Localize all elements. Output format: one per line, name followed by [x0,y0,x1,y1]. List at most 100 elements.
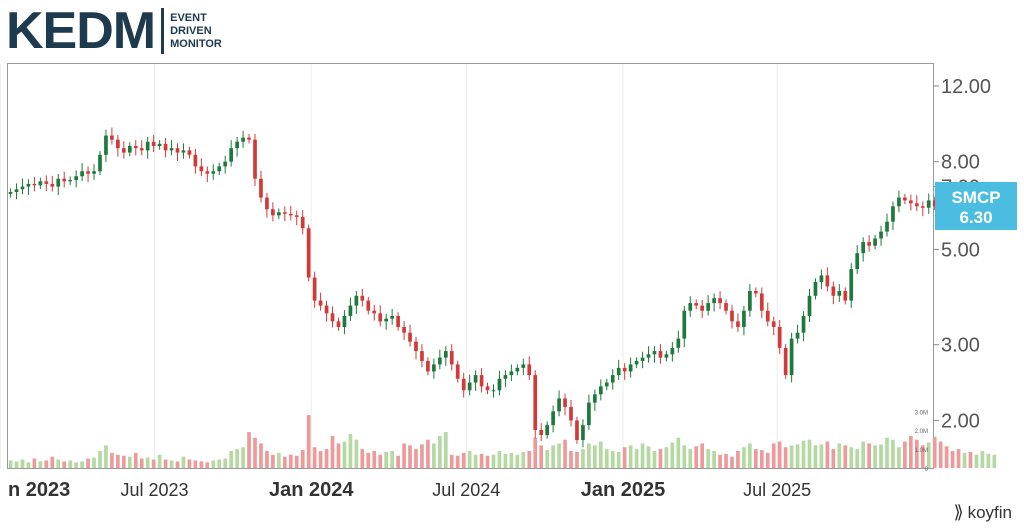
volume-bar [348,434,353,468]
volume-bar [420,444,424,468]
candle-body [682,310,687,339]
candle-body [455,364,460,379]
candle-body [205,171,210,174]
volume-bar [670,442,675,468]
candle-body [670,347,675,355]
candle-body [169,148,174,151]
candle-body [38,181,43,186]
volume-bar [873,445,877,468]
volume-bar [306,415,311,468]
candle-body [724,303,728,311]
candle-body [509,371,514,376]
volume-bar [742,447,746,468]
candle-body [527,364,532,376]
volume-bar [86,458,90,468]
x-tick-label: Jul 2024 [432,480,500,500]
candle-body [449,351,454,365]
candle-body [718,298,722,304]
volume-bar [634,449,639,468]
candle-body [300,216,305,229]
volume-bar [533,437,538,468]
candle-body [658,351,663,358]
candle-body [563,398,567,407]
volume-bar [581,449,585,468]
volume-bar [920,445,925,468]
volume-bar [980,451,985,468]
candle-body [20,186,25,190]
volume-bar [282,456,287,468]
candle-body [378,313,383,322]
candle-body [402,326,406,333]
volume-bar [748,443,752,468]
volume-bar [646,446,651,468]
volume-bar [384,451,389,468]
logo-line-3: MONITOR [170,37,222,50]
candle-body [479,375,484,387]
volume-bar [354,439,359,468]
y-tick-label: 2.00 [941,410,980,432]
candle-body [909,200,913,204]
candle-body [771,321,776,327]
candle-body [795,332,800,339]
candle-body [920,206,925,208]
candle-body [211,171,216,174]
volume-bar [628,445,633,468]
candle-body [634,360,639,365]
volume-bar [50,456,55,468]
volume-bar [461,452,466,468]
volume-bar [831,449,836,468]
candle-body [145,141,150,151]
candle-body [121,148,126,153]
candle-body [616,367,621,376]
candle-body [604,382,609,387]
candle-body [74,176,78,181]
candle-body [610,375,615,383]
volume-bar [300,450,305,468]
candle-body [432,364,436,372]
volume-bar [151,459,156,468]
last-price-badge: SMCP 6.30 [935,182,1017,230]
volume-bar [467,451,472,468]
y-tick-label: 8.00 [941,152,980,174]
candle-body [294,215,299,217]
candle-body [885,221,889,232]
volume-bar [485,455,490,468]
volume-bar [843,445,848,468]
volume-bar [68,460,73,468]
candle-body [92,171,96,174]
volume-bar [253,437,257,468]
volume-bar [819,444,824,468]
candle-body [914,203,919,207]
volume-bar [569,451,573,468]
volume-bar [700,443,705,468]
candle-body [867,242,871,246]
volume-bar [414,449,418,468]
volume-bar [199,461,204,468]
volume-bar [950,451,955,468]
candle-body [44,181,49,184]
candle-body [414,341,418,352]
candle-body [26,183,31,187]
volume-bar [545,450,550,468]
candle-body [157,143,162,147]
volume-bar [616,451,621,468]
candlesticks [8,127,997,448]
y-tick-label: 3.00 [941,335,980,357]
volume-bar [92,457,96,468]
candle-body [277,212,281,216]
volume-bar [342,441,347,468]
candle-body [461,378,466,391]
volume-bar [396,455,400,468]
volume-bar [116,454,120,468]
volume-bar [121,455,126,468]
volume-bar [968,451,973,468]
candle-body [676,338,681,348]
volume-bar [408,445,412,468]
volume-bar [551,445,555,468]
x-tick-label: n 2023 [8,479,70,501]
candle-body [831,286,836,296]
volume-bar [157,454,162,468]
volume-bar [777,441,782,468]
candle-body [813,281,818,296]
candle-body [742,310,746,327]
